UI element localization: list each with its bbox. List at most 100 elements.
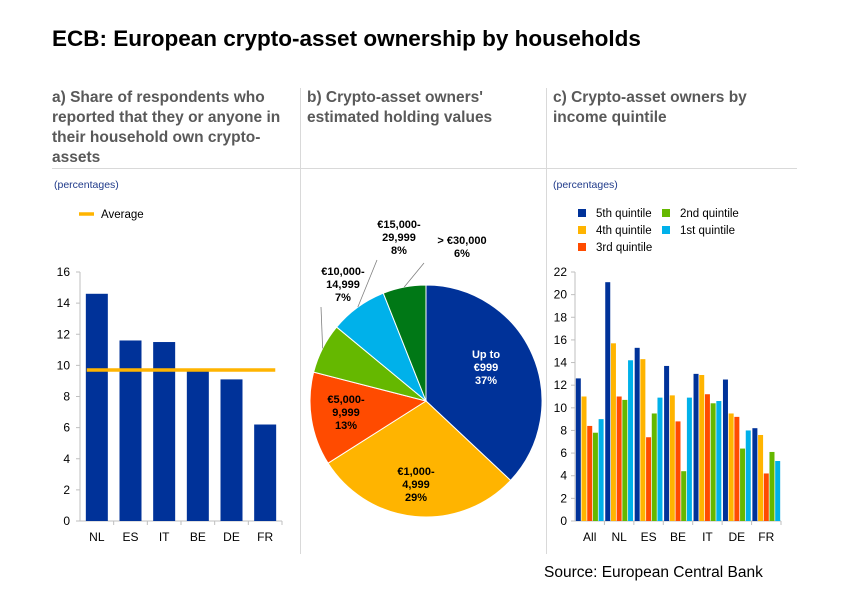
y-tick-label: 16 — [57, 265, 71, 279]
bar-be — [186, 370, 209, 521]
slice-10000-14999-label: €10,000-14,999 7% — [321, 266, 365, 304]
bar-all-q2 — [592, 432, 598, 521]
bar-es-q5 — [634, 347, 640, 521]
bar-it-q1 — [716, 401, 722, 521]
bar-de-q4 — [728, 413, 734, 521]
bar-it-q5 — [693, 373, 699, 521]
x-tick-label: All — [583, 530, 596, 544]
x-tick-label: FR — [257, 530, 273, 544]
bar-es — [119, 340, 142, 521]
legend-label-q4: 4th quintile — [596, 225, 652, 237]
x-tick-label: DE — [729, 530, 746, 544]
bar-be-q5 — [664, 365, 670, 521]
y-tick-label: 4 — [63, 452, 70, 466]
x-tick-label: DE — [223, 530, 240, 544]
legend-swatch-q3 — [578, 243, 586, 251]
bar-nl-q5 — [605, 282, 611, 521]
panel-a-title: a) Share of respondents who reported tha… — [52, 89, 281, 166]
x-tick-label: ES — [641, 530, 657, 544]
legend-swatch-q1 — [662, 226, 670, 234]
y-tick-label: 12 — [554, 378, 568, 392]
panel-a-unit: (percentages) — [54, 179, 119, 191]
chart-title: ECB: European crypto-asset ownership by … — [52, 26, 641, 51]
bar-nl-q2 — [622, 399, 628, 521]
bar-nl — [85, 293, 108, 521]
slice-over-30000-leader — [403, 262, 425, 288]
y-tick-label: 22 — [554, 265, 568, 279]
slice-5000-9999-label: €5,000-9,999 13% — [327, 394, 365, 432]
bar-de-q3 — [734, 416, 740, 521]
y-tick-label: 0 — [63, 514, 70, 528]
bar-de-q1 — [745, 430, 751, 521]
y-tick-label: 6 — [63, 421, 70, 435]
slice-1000-4999 — [327, 400, 512, 518]
bar-it-q3 — [704, 394, 710, 521]
legend-label-q1: 1st quintile — [680, 225, 735, 237]
bar-fr-q3 — [763, 473, 769, 521]
bar-fr-q4 — [758, 434, 764, 521]
x-tick-label: NL — [611, 530, 627, 544]
legend-label-q5: 5th quintile — [596, 208, 652, 220]
bar-es-q4 — [640, 359, 646, 521]
source-note: Source: European Central Bank — [544, 564, 763, 581]
bar-es-q1 — [657, 397, 663, 521]
panel-b-title: b) Crypto-asset owners' estimated holdin… — [307, 89, 493, 126]
y-tick-label: 2 — [63, 483, 70, 497]
bar-es-q2 — [651, 413, 657, 521]
bar-all-q1 — [598, 419, 604, 521]
x-tick-label: IT — [702, 530, 713, 544]
bar-nl-q3 — [616, 396, 622, 521]
bar-all-q3 — [587, 425, 593, 521]
bar-es-q3 — [646, 437, 652, 521]
chart-c: 0 2 4 6 8 10 12 14 16 18 20 22 All NL ES BE IT DE FR 5th qu… — [554, 208, 782, 544]
slice-up-to-999 — [425, 284, 543, 482]
bar-de — [220, 379, 243, 521]
x-tick-label: BE — [190, 530, 206, 544]
x-tick-label: NL — [89, 530, 105, 544]
x-tick-label: ES — [122, 530, 138, 544]
x-tick-label: BE — [670, 530, 686, 544]
y-tick-label: 10 — [57, 358, 71, 372]
bar-it-q4 — [699, 374, 705, 521]
bar-fr-q1 — [775, 461, 781, 521]
slice-5000-9999 — [309, 371, 428, 464]
y-tick-label: 20 — [554, 288, 568, 302]
y-tick-label: 8 — [63, 390, 70, 404]
legend-label-q2: 2nd quintile — [680, 208, 739, 220]
slice-over-30000 — [382, 284, 427, 402]
bar-be-q3 — [675, 421, 681, 521]
bar-nl-q4 — [610, 343, 616, 521]
legend-swatch-q4 — [578, 226, 586, 234]
x-tick-label: IT — [159, 530, 170, 544]
legend-label-q3: 3rd quintile — [596, 242, 652, 254]
bar-fr — [254, 424, 277, 521]
bar-fr-q2 — [769, 451, 775, 521]
y-tick-label: 12 — [57, 327, 71, 341]
y-tick-label: 6 — [560, 446, 567, 460]
y-tick-label: 18 — [554, 310, 568, 324]
bar-all-q5 — [575, 378, 581, 521]
panel-divider-2 — [546, 88, 547, 554]
slice-15000-29999-label: €15,000-29,999 8% — [377, 219, 421, 257]
bar-be-q4 — [669, 395, 675, 521]
legend-swatch-q5 — [578, 209, 586, 217]
y-tick-label: 4 — [560, 469, 567, 483]
header-divider — [52, 168, 797, 169]
bar-all-q4 — [581, 396, 587, 521]
legend-swatch-q2 — [662, 209, 670, 217]
bar-it-q2 — [710, 403, 716, 521]
slice-over-30000-label: > €30,000 6% — [437, 235, 486, 260]
y-tick-label: 2 — [560, 491, 567, 505]
bar-nl-q1 — [628, 360, 634, 521]
y-tick-label: 10 — [554, 401, 568, 415]
y-tick-label: 16 — [554, 333, 568, 347]
y-tick-label: 14 — [57, 296, 71, 310]
slice-10000-14999-leader — [320, 306, 324, 349]
bar-fr-q5 — [752, 428, 758, 521]
bar-be-q2 — [681, 471, 687, 521]
bar-it — [153, 342, 176, 521]
bar-de-q2 — [740, 448, 746, 521]
slice-15000-29999-leader — [357, 259, 378, 308]
panel-c-unit: (percentages) — [553, 179, 618, 191]
